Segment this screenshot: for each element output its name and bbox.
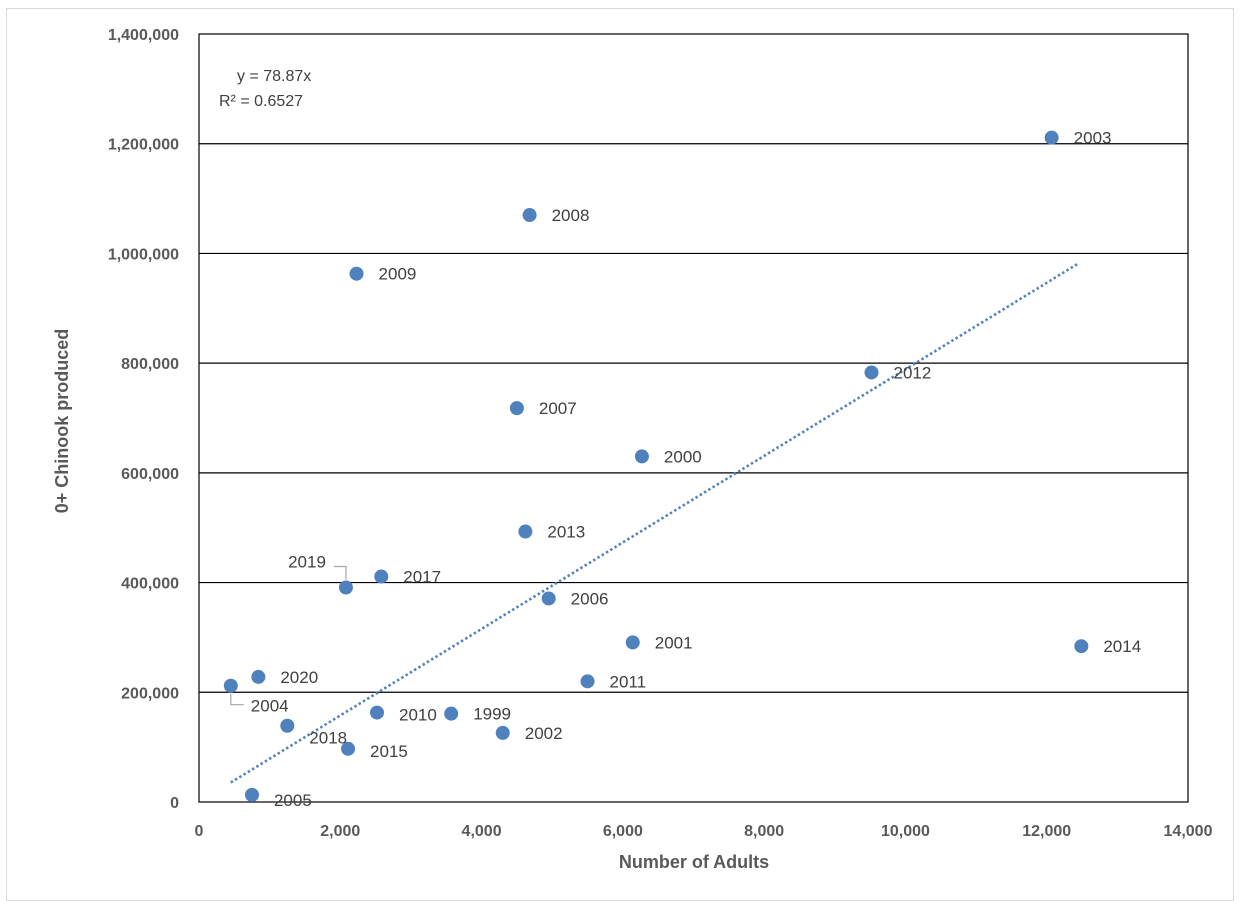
label-2020: 2020 [280, 668, 318, 687]
label-2005: 2005 [274, 791, 312, 810]
x-tick-label: 6,000 [603, 823, 643, 840]
label-2012: 2012 [894, 363, 932, 382]
y-tick-label: 1,200,000 [108, 137, 179, 154]
label-2013: 2013 [547, 523, 585, 542]
x-tick-label: 10,000 [881, 823, 930, 840]
label-2011: 2011 [610, 672, 647, 691]
label-2010: 2010 [399, 706, 437, 725]
point-2003 [1044, 130, 1059, 145]
point-2007 [509, 401, 524, 416]
x-tick-label: 4,000 [462, 823, 502, 840]
point-2014 [1074, 639, 1089, 654]
y-axis-title: 0+ Chinook produced [52, 329, 72, 514]
label-2006: 2006 [571, 589, 609, 608]
label-2019: 2019 [288, 553, 326, 572]
y-tick-label: 400,000 [121, 576, 179, 593]
point-2010 [370, 705, 385, 720]
point-2019 [338, 580, 353, 595]
plot-area-border [198, 33, 1189, 803]
data-points [223, 130, 1089, 802]
y-tick-label: 1,000,000 [108, 246, 179, 263]
x-tick-label: 8,000 [744, 823, 784, 840]
point-2015 [341, 741, 356, 756]
linear-trendline [230, 262, 1080, 784]
x-tick-label: 0 [195, 823, 204, 840]
y-tick-label: 0 [170, 795, 179, 812]
x-tick-label: 12,000 [1022, 823, 1071, 840]
point-2005 [244, 787, 259, 802]
point-2000 [634, 449, 649, 464]
point-2017 [374, 569, 389, 584]
point-2011 [580, 674, 595, 689]
point-2018 [280, 718, 295, 733]
point-labels: 1999 2000 2001 2002 2003 2004 2005 2006 2007 2008… [251, 129, 1141, 810]
label-2008: 2008 [552, 206, 590, 225]
leader-line-2004 [230, 693, 244, 706]
label-2014: 2014 [1103, 637, 1141, 656]
label-2002: 2002 [525, 724, 563, 743]
label-2000: 2000 [664, 447, 702, 466]
y-tick-label: 800,000 [121, 356, 179, 373]
point-1999 [444, 706, 459, 721]
y-axis-ticks: 0 200,000 400,000 600,000 800,000 1,000,000 1,… [108, 27, 179, 812]
label-2001: 2001 [655, 633, 693, 652]
y-tick-label: 200,000 [121, 685, 179, 702]
leader-lines [230, 565, 347, 706]
y-tick-label: 600,000 [121, 466, 179, 483]
trendline-equation: y = 78.87x [237, 68, 311, 85]
point-2002 [495, 725, 510, 740]
label-1999: 1999 [473, 705, 511, 724]
label-2018: 2018 [309, 729, 347, 748]
point-2001 [625, 635, 640, 650]
y-tick-label: 1,400,000 [108, 27, 179, 44]
x-axis-ticks: 0 2,000 4,000 6,000 8,000 10,000 12,000 14,000 [195, 823, 1213, 840]
label-2003: 2003 [1074, 129, 1112, 148]
x-axis-title: Number of Adults [619, 852, 769, 872]
x-tick-label: 14,000 [1164, 823, 1213, 840]
chart-area [6, 8, 1234, 901]
label-2015: 2015 [370, 742, 408, 761]
point-2013 [518, 524, 533, 539]
point-2009 [349, 266, 364, 281]
label-2009: 2009 [379, 265, 417, 284]
gridlines [199, 143, 1188, 693]
label-2004: 2004 [251, 697, 289, 716]
point-2006 [541, 591, 556, 606]
point-2008 [522, 208, 537, 223]
point-2004 [223, 678, 238, 693]
label-2007: 2007 [539, 399, 577, 418]
x-tick-label: 2,000 [320, 823, 360, 840]
point-2020 [251, 669, 266, 684]
point-2012 [864, 365, 879, 380]
label-2017: 2017 [403, 568, 441, 587]
trendline-r-squared: R² = 0.6527 [219, 93, 303, 110]
leader-line-2019 [333, 565, 347, 580]
